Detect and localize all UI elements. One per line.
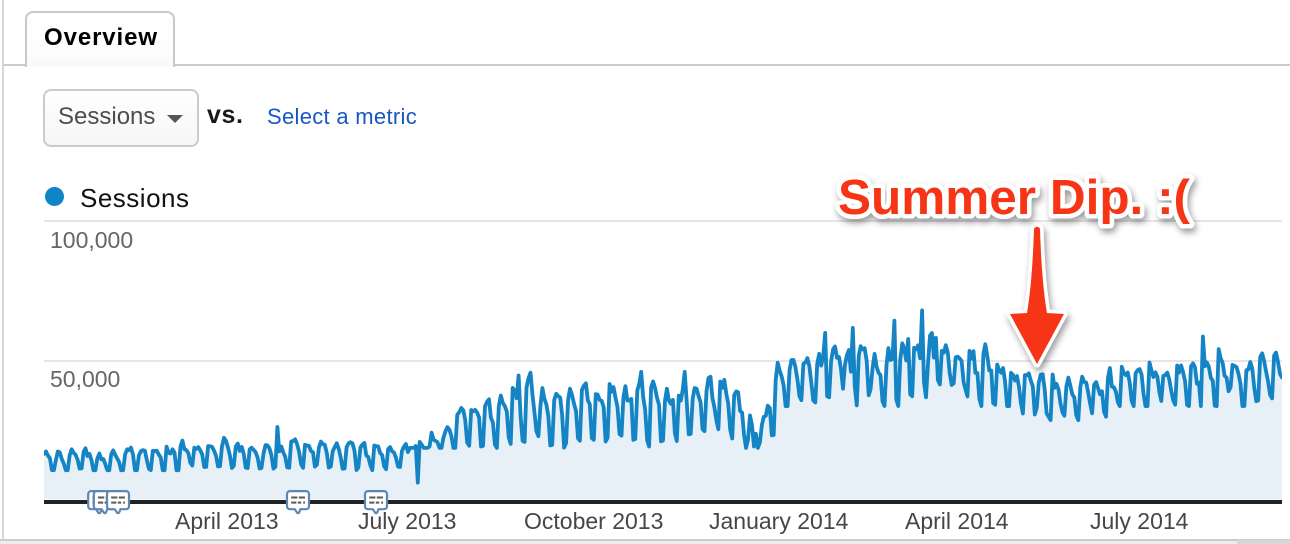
svg-text:Summer Dip. :(: Summer Dip. :( — [838, 170, 1191, 225]
